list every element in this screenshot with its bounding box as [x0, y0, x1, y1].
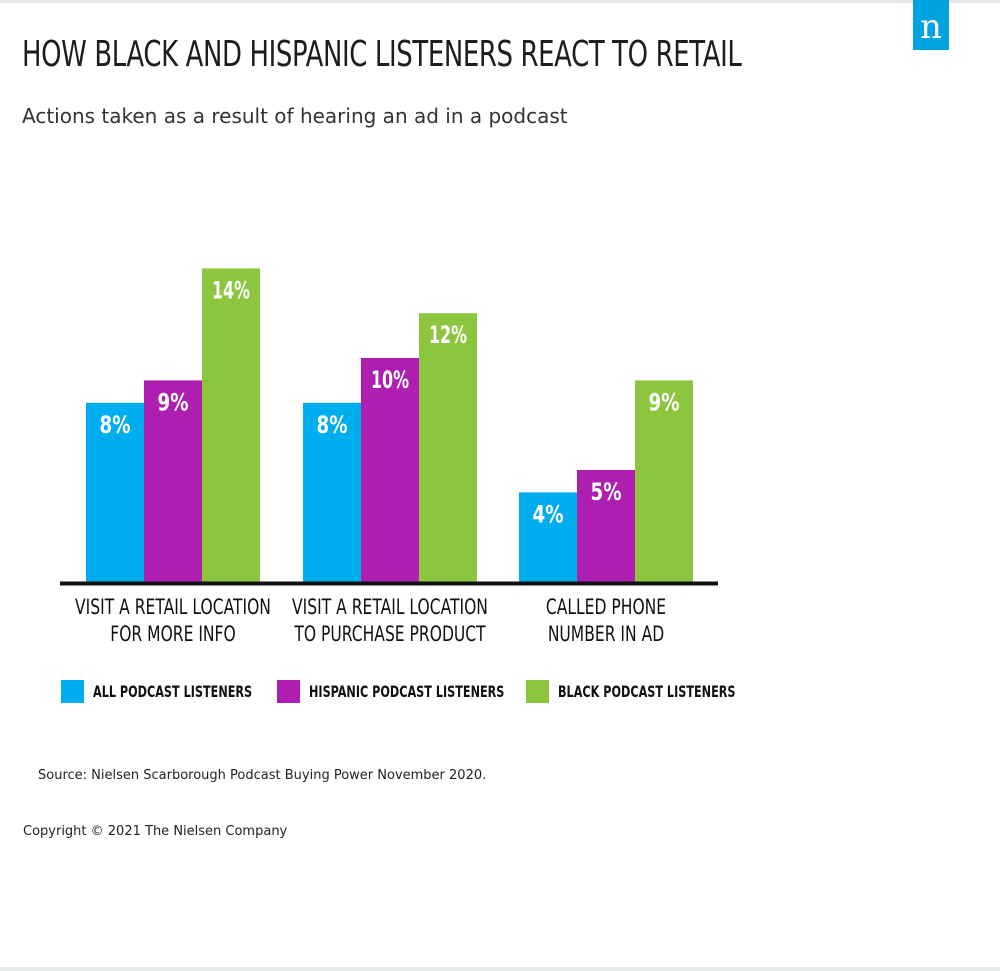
- bar-1-1: [86, 402, 144, 582]
- legend-label-hispanic: HISPANIC PODCAST LISTENERS: [309, 681, 505, 701]
- data-label-3-1: 14%: [212, 276, 250, 304]
- bar-2-1: [144, 380, 202, 582]
- bar-3-1: [202, 268, 260, 582]
- data-label-1-2: 8%: [317, 411, 348, 439]
- legend-item-hispanic: HISPANIC PODCAST LISTENERS: [277, 679, 559, 703]
- bar-1-3: [519, 492, 577, 582]
- category-label-3-line-2: NUMBER IN AD: [548, 623, 664, 647]
- legend-swatch-all: [61, 679, 84, 703]
- chart-subtitle: Actions taken as a result of hearing an …: [22, 104, 568, 128]
- bar-3-2: [419, 313, 477, 582]
- bar-1-2: [303, 402, 361, 582]
- bar-2-3: [577, 470, 635, 582]
- legend-item-all: ALL PODCAST LISTENERS: [61, 679, 297, 703]
- bar-2-2: [361, 358, 419, 582]
- legend-label-black: BLACK PODCAST LISTENERS: [558, 681, 736, 701]
- data-label-3-2: 12%: [429, 321, 467, 349]
- chart-title: HOW BLACK AND HISPANIC LISTENERS REACT T…: [22, 34, 742, 75]
- copyright-note: Copyright © 2021 The Nielsen Company: [23, 824, 288, 839]
- category-label-1-line-2: FOR MORE INFO: [110, 623, 235, 647]
- legend-swatch-black: [526, 679, 549, 703]
- data-label-1-3: 4%: [533, 500, 564, 528]
- category-label-3-line-1: CALLED PHONE: [546, 596, 666, 620]
- legend-item-black: BLACK PODCAST LISTENERS: [526, 679, 786, 703]
- data-label-2-1: 9%: [158, 388, 189, 416]
- source-note: Source: Nielsen Scarborough Podcast Buyi…: [38, 768, 487, 783]
- category-label-2-line-2: TO PURCHASE PRODUCT: [294, 623, 487, 647]
- category-label-1-line-1: VISIT A RETAIL LOCATION: [75, 596, 271, 620]
- data-label-1-1: 8%: [100, 411, 131, 439]
- bottom-border: [0, 967, 1000, 971]
- legend-label-all: ALL PODCAST LISTENERS: [93, 681, 253, 701]
- data-label-2-2: 10%: [371, 366, 409, 394]
- data-label-3-3: 9%: [649, 388, 680, 416]
- nielsen-logo: n: [913, 0, 949, 50]
- top-border: [0, 0, 1000, 3]
- legend-swatch-hispanic: [277, 679, 300, 703]
- bar-3-3: [635, 380, 693, 582]
- data-label-2-3: 5%: [591, 478, 622, 506]
- category-label-2-line-1: VISIT A RETAIL LOCATION: [292, 596, 488, 620]
